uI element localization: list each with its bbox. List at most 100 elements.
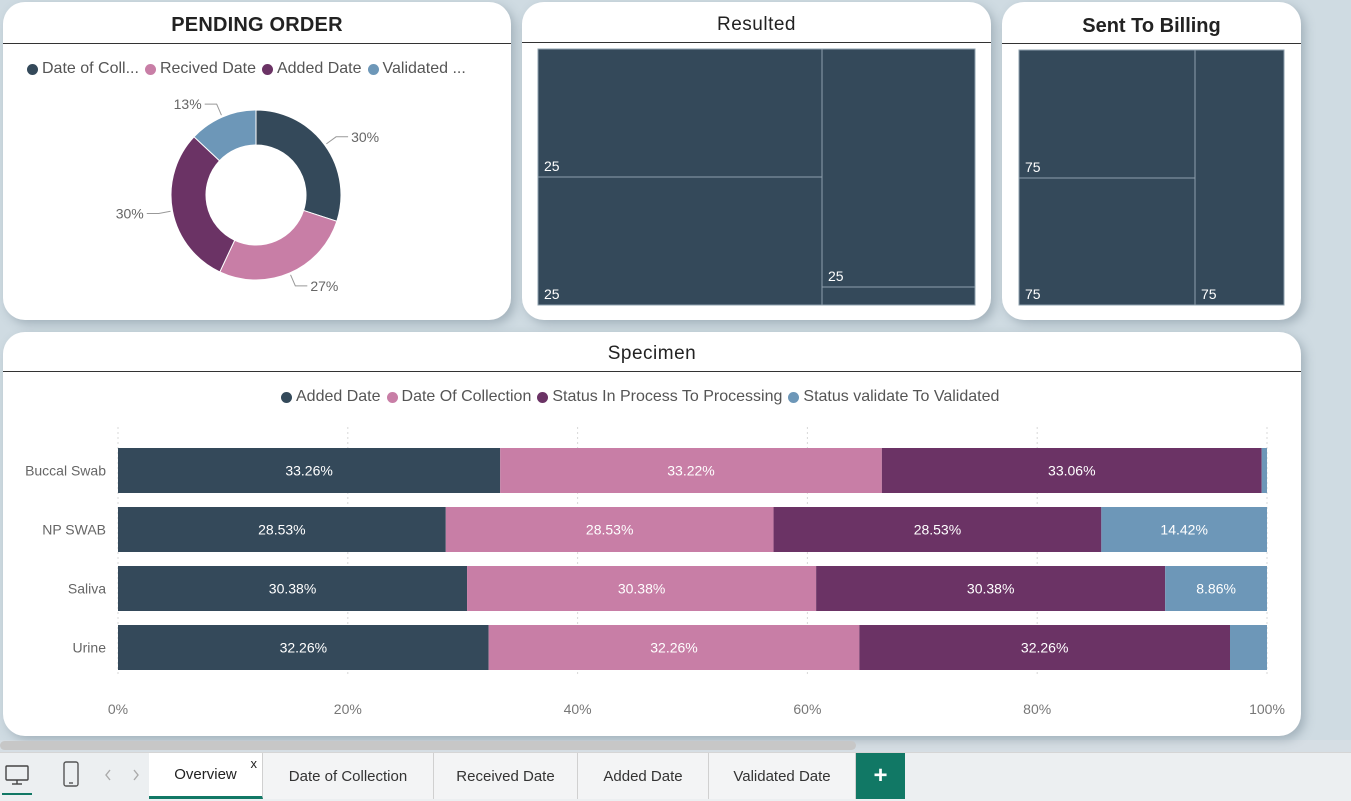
- donut-leader-line: [146, 210, 171, 215]
- bar-segment: [881, 448, 1262, 493]
- donut-data-label: 27%: [310, 278, 338, 294]
- legend-marker-icon: [144, 63, 156, 75]
- tab-label: Validated Date: [733, 767, 831, 785]
- legend-marker-icon: [281, 391, 292, 403]
- donut-leader-line: [204, 103, 222, 116]
- plus-icon: +: [873, 762, 888, 789]
- bar-segment: [1230, 625, 1267, 670]
- sent-to-billing-card[interactable]: Sent To Billing 75 75 75: [1002, 2, 1301, 320]
- pending-order-legend-item[interactable]: Added Date: [261, 60, 362, 78]
- tab-overview[interactable]: Overview x: [149, 753, 263, 799]
- legend-marker-icon: [367, 63, 379, 75]
- treemap-tile: [537, 176, 823, 306]
- x-tick-label: 60%: [793, 701, 821, 717]
- legend-marker-icon: [788, 391, 800, 403]
- tab-received-date[interactable]: Received Date: [434, 753, 578, 799]
- treemap-tile: [537, 48, 823, 178]
- chevron-left-icon[interactable]: [102, 767, 114, 783]
- bar-segment: [445, 507, 774, 552]
- legend-label: Status In Process To Processing: [552, 388, 783, 405]
- bar-segment: [118, 566, 468, 611]
- y-category-label: Buccal Swab: [25, 463, 106, 479]
- treemap-tile: [821, 48, 976, 288]
- bar-segment: [118, 448, 501, 493]
- bar-data-label: 33.22%: [667, 463, 714, 479]
- specimen-legend-item[interactable]: Status In Process To Processing: [537, 388, 782, 406]
- resulted-card[interactable]: Resulted 25 25 25: [522, 2, 991, 320]
- bar-data-label: 28.53%: [258, 522, 305, 538]
- legend-label: Added Date: [296, 388, 381, 405]
- bar-segment: [859, 625, 1231, 670]
- tab-validated-date[interactable]: Validated Date: [709, 753, 856, 799]
- x-tick-label: 80%: [1023, 701, 1051, 717]
- tab-label: Overview: [174, 766, 237, 783]
- chevron-right-icon[interactable]: [130, 767, 142, 783]
- resulted-title: Resulted: [717, 14, 796, 35]
- legend-marker-icon: [537, 391, 549, 403]
- tab-added-date[interactable]: Added Date: [578, 753, 709, 799]
- bar-data-label: 32.26%: [280, 640, 327, 656]
- treemap-data-label: 75: [1025, 286, 1041, 302]
- title-divider: [522, 42, 991, 43]
- legend-label: Date of Coll...: [42, 60, 139, 77]
- tab-label: Received Date: [456, 767, 555, 785]
- bar-segment: [118, 625, 489, 670]
- specimen-bar-chart[interactable]: 0% 20% 40% 60% 80% 100% Buccal Swab 33.26% 33.22…: [3, 332, 1301, 736]
- tab-date-of-collection[interactable]: Date of Collection: [263, 753, 434, 799]
- specimen-card[interactable]: Specimen Added Date Date Of Collection Sta…: [3, 332, 1301, 736]
- phone-icon[interactable]: [58, 759, 84, 789]
- sent-to-billing-treemap[interactable]: 75 75 75: [1002, 2, 1301, 320]
- legend-marker-icon: [27, 63, 38, 75]
- tab-label: Added Date: [603, 767, 683, 785]
- desktop-icon[interactable]: [2, 759, 32, 795]
- bar-segment: [467, 566, 817, 611]
- sent-to-billing-title: Sent To Billing: [1082, 15, 1221, 37]
- specimen-title: Specimen: [607, 343, 697, 364]
- pending-order-card[interactable]: PENDING ORDER Date of Coll... Recived Dat…: [3, 2, 511, 320]
- donut-data-label: 30%: [351, 129, 379, 145]
- bar-segment: [773, 507, 1102, 552]
- bar-data-label: 30.38%: [967, 581, 1014, 597]
- title-divider: [1002, 43, 1301, 44]
- bar-data-label: 28.53%: [914, 522, 961, 538]
- add-page-button[interactable]: +: [856, 753, 905, 799]
- treemap-data-label: 25: [544, 158, 560, 174]
- legend-marker-icon: [386, 391, 398, 403]
- title-divider: [3, 371, 1301, 372]
- x-tick-label: 100%: [1249, 701, 1285, 717]
- treemap-data-label: 75: [1201, 286, 1217, 302]
- pending-order-donut-chart[interactable]: 30% 27% 30% 13%: [3, 2, 511, 320]
- donut-leader-line: [326, 136, 349, 145]
- donut-slice: [255, 109, 342, 222]
- pending-order-legend-item[interactable]: Recived Date: [144, 60, 256, 78]
- pending-order-legend-item[interactable]: Date of Coll...: [27, 60, 139, 78]
- pending-order-legend-item[interactable]: Validated ...: [367, 60, 466, 78]
- close-icon[interactable]: x: [250, 756, 258, 771]
- treemap-data-label: 25: [544, 286, 560, 302]
- title-divider: [3, 43, 511, 44]
- bar-segment: [1165, 566, 1267, 611]
- donut-slice: [219, 209, 338, 281]
- specimen-legend-item[interactable]: Status validate To Validated: [788, 388, 999, 406]
- legend-label: Date Of Collection: [401, 388, 532, 405]
- bar-segment: [1261, 448, 1267, 493]
- specimen-legend[interactable]: Added Date Date Of Collection Status In Pr…: [281, 388, 1005, 406]
- y-category-label: Saliva: [68, 581, 106, 597]
- page-tab-bar: Overview x Date of Collection Received D…: [0, 752, 1351, 801]
- donut-data-label: 30%: [116, 206, 144, 222]
- pending-order-title: PENDING ORDER: [171, 14, 343, 36]
- bar-data-label: 32.26%: [1021, 640, 1068, 656]
- bar-data-label: 28.53%: [586, 522, 633, 538]
- treemap-tile: [1018, 49, 1196, 179]
- treemap-tile: [821, 286, 976, 306]
- resulted-treemap[interactable]: 25 25 25: [522, 2, 991, 320]
- pending-order-legend[interactable]: Date of Coll... Recived Date Added Date Val…: [27, 60, 472, 78]
- donut-slice: [193, 109, 257, 162]
- bar-segment: [500, 448, 882, 493]
- bar-data-label: 14.42%: [1160, 522, 1207, 538]
- horizontal-scrollbar[interactable]: [0, 741, 856, 750]
- specimen-legend-item[interactable]: Added Date: [281, 388, 381, 406]
- specimen-legend-item[interactable]: Date Of Collection: [386, 388, 532, 406]
- legend-label: Recived Date: [159, 60, 256, 77]
- x-tick-label: 0%: [108, 701, 128, 717]
